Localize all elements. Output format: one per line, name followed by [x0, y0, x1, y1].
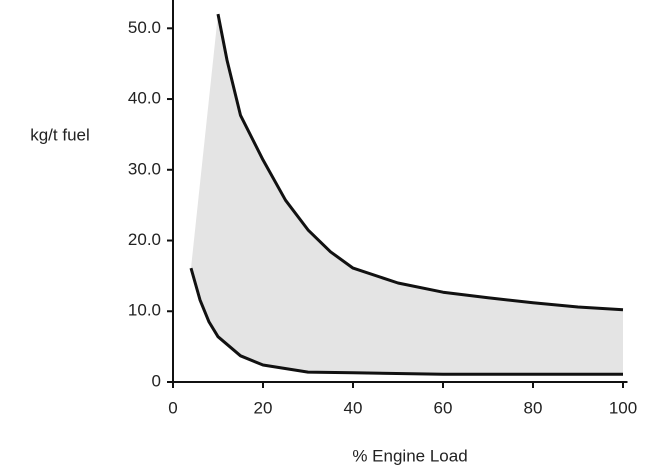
x-tick-label: 80: [524, 398, 543, 417]
x-axis-label: % Engine Load: [352, 446, 467, 465]
curve: [189, 267, 623, 376]
y-tick-label: 40.0: [128, 89, 161, 108]
shaded-band: [191, 14, 623, 375]
y-tick-label: 30.0: [128, 159, 161, 178]
y-tick-label: 0: [152, 371, 161, 390]
y-tick-label: 20.0: [128, 230, 161, 249]
x-tick-label: 20: [254, 398, 273, 417]
x-tick-label: 0: [168, 398, 177, 417]
x-tick-label: 60: [434, 398, 453, 417]
y-tick-label: 50.0: [128, 18, 161, 37]
curve: [216, 13, 624, 312]
x-tick-label: 40: [344, 398, 363, 417]
y-tick-label: 10.0: [128, 301, 161, 320]
y-axis-label: kg/t fuel: [30, 125, 90, 144]
x-tick-label: 100: [609, 398, 637, 417]
